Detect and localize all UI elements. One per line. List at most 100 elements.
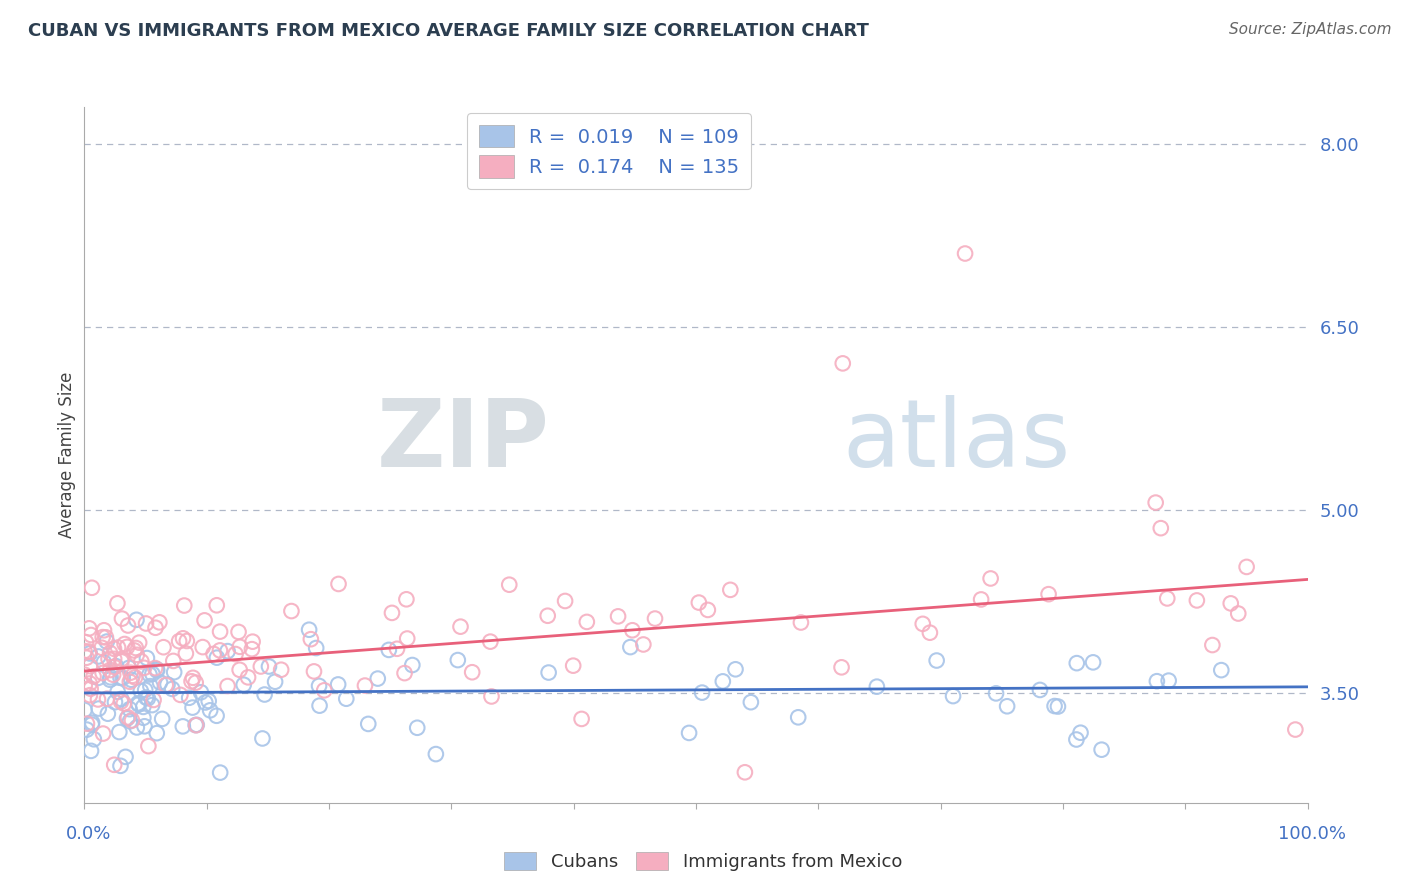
Text: 100.0%: 100.0% — [1278, 825, 1346, 843]
Point — [160, 681, 183, 696]
Point — [537, 665, 560, 680]
Point — [461, 665, 484, 680]
Point — [110, 692, 132, 706]
Point — [118, 661, 141, 675]
Point — [141, 698, 163, 712]
Point — [103, 641, 125, 656]
Point — [132, 661, 155, 675]
Point — [101, 667, 124, 681]
Point — [112, 697, 135, 711]
Point — [138, 739, 160, 753]
Point — [73, 667, 96, 681]
Point — [135, 651, 157, 665]
Point — [114, 749, 136, 764]
Point — [571, 712, 593, 726]
Point — [1043, 699, 1066, 714]
Point — [942, 689, 965, 703]
Point — [172, 719, 194, 733]
Point — [314, 683, 336, 698]
Point — [447, 653, 470, 667]
Point — [131, 655, 153, 669]
Point — [450, 620, 472, 634]
Point — [221, 824, 243, 838]
Point — [252, 731, 274, 746]
Point — [118, 714, 141, 729]
Point — [225, 647, 247, 661]
Point — [132, 699, 155, 714]
Point — [984, 686, 1007, 700]
Point — [619, 640, 641, 654]
Point — [87, 701, 110, 715]
Point — [124, 670, 146, 684]
Point — [76, 723, 98, 737]
Point — [87, 649, 110, 664]
Point — [111, 652, 134, 666]
Point — [156, 677, 179, 691]
Point — [96, 634, 118, 648]
Y-axis label: Average Family Size: Average Family Size — [58, 372, 76, 538]
Point — [1081, 656, 1104, 670]
Point — [146, 662, 169, 676]
Point — [87, 671, 110, 685]
Point — [406, 721, 429, 735]
Point — [97, 652, 120, 666]
Point — [146, 726, 169, 740]
Point — [114, 637, 136, 651]
Point — [395, 592, 418, 607]
Point — [118, 702, 141, 716]
Point — [554, 594, 576, 608]
Point — [208, 643, 231, 657]
Point — [132, 711, 155, 725]
Point — [118, 674, 141, 689]
Point — [172, 632, 194, 646]
Point — [866, 680, 889, 694]
Point — [1038, 587, 1060, 601]
Point — [194, 696, 217, 710]
Point — [125, 721, 148, 735]
Point — [108, 725, 131, 739]
Point — [107, 685, 129, 699]
Point — [104, 659, 127, 673]
Point — [209, 765, 232, 780]
Point — [103, 757, 125, 772]
Point — [1029, 682, 1052, 697]
Point — [184, 675, 207, 690]
Point — [149, 675, 172, 690]
Legend: Cubans, Immigrants from Mexico: Cubans, Immigrants from Mexico — [496, 845, 910, 879]
Point — [96, 691, 118, 706]
Point — [425, 747, 447, 761]
Point — [162, 654, 184, 668]
Point — [696, 603, 718, 617]
Point — [197, 694, 219, 708]
Point — [110, 695, 132, 709]
Point — [150, 712, 173, 726]
Point — [181, 671, 204, 685]
Point — [1227, 607, 1250, 621]
Point — [173, 599, 195, 613]
Point — [740, 695, 762, 709]
Point — [155, 678, 177, 692]
Point — [186, 718, 208, 732]
Point — [1156, 591, 1178, 606]
Point — [980, 572, 1002, 586]
Point — [110, 759, 132, 773]
Point — [125, 640, 148, 655]
Point — [357, 717, 380, 731]
Point — [98, 646, 121, 660]
Point — [1070, 725, 1092, 739]
Point — [205, 599, 228, 613]
Legend: R =  0.019    N = 109, R =  0.174    N = 135: R = 0.019 N = 109, R = 0.174 N = 135 — [467, 113, 751, 189]
Point — [117, 618, 139, 632]
Point — [184, 718, 207, 732]
Point — [134, 683, 156, 698]
Point — [328, 577, 350, 591]
Point — [181, 700, 204, 714]
Point — [73, 703, 96, 717]
Text: atlas: atlas — [842, 395, 1071, 487]
Point — [198, 703, 221, 717]
Point — [1144, 495, 1167, 509]
Point — [678, 726, 700, 740]
Point — [644, 611, 666, 625]
Point — [80, 581, 103, 595]
Point — [831, 660, 853, 674]
